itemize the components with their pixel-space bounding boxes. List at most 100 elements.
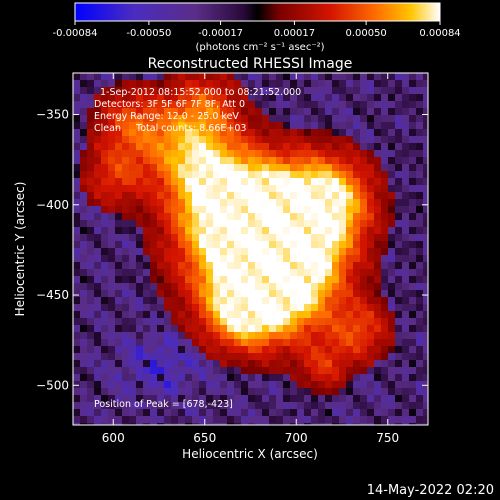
heatmap-cell [234, 108, 242, 116]
heatmap-cell [395, 150, 403, 158]
heatmap-cell [388, 339, 396, 347]
heatmap-cell [101, 374, 109, 382]
colorbar-tick-label: -0.00050 [126, 28, 171, 39]
heatmap-cell [395, 122, 403, 130]
heatmap-cell [143, 269, 151, 277]
heatmap-cell [283, 164, 291, 172]
heatmap-cell [395, 255, 403, 263]
heatmap-cell [136, 220, 144, 228]
heatmap-cell [339, 213, 347, 221]
heatmap-cell [73, 262, 81, 270]
heatmap-cell [122, 388, 130, 396]
heatmap-cell [395, 297, 403, 305]
heatmap-cell [101, 143, 109, 151]
heatmap-cell [171, 220, 179, 228]
heatmap-cell [255, 374, 263, 382]
heatmap-cell [262, 157, 270, 165]
heatmap-cell [122, 409, 130, 417]
heatmap-cell [353, 388, 361, 396]
heatmap-cell [227, 360, 235, 368]
heatmap-cell [339, 283, 347, 291]
heatmap-cell [423, 80, 428, 88]
heatmap-cell [241, 192, 249, 200]
heatmap-cell [185, 108, 193, 116]
heatmap-cell [332, 318, 340, 326]
heatmap-cell [248, 367, 256, 375]
heatmap-cell [416, 416, 424, 424]
heatmap-cell [150, 255, 158, 263]
heatmap-cell [164, 346, 172, 354]
heatmap-cell [374, 339, 382, 347]
heatmap-cell [164, 122, 172, 130]
heatmap-cell [192, 311, 200, 319]
heatmap-cell [276, 108, 284, 116]
heatmap-cell [80, 115, 88, 123]
heatmap-cell [290, 192, 298, 200]
heatmap-cell [388, 409, 396, 417]
heatmap-cell [283, 262, 291, 270]
heatmap-cell [248, 283, 256, 291]
heatmap-cell [234, 325, 242, 333]
heatmap-cell [157, 199, 165, 207]
heatmap-cell [213, 374, 221, 382]
heatmap-cell [318, 241, 326, 249]
heatmap-cell [353, 108, 361, 116]
heatmap-cell [374, 248, 382, 256]
heatmap-cell [339, 374, 347, 382]
heatmap-cell [136, 388, 144, 396]
heatmap-cell [94, 276, 102, 284]
heatmap-cell [262, 297, 270, 305]
heatmap-cell [416, 325, 424, 333]
heatmap-cell [122, 234, 130, 242]
heatmap-cell [122, 101, 130, 109]
heatmap-cell [276, 185, 284, 193]
heatmap-cell [381, 325, 389, 333]
heatmap-cell [339, 227, 347, 235]
heatmap-cell [360, 255, 368, 263]
heatmap-cell [87, 318, 95, 326]
heatmap-cell [332, 269, 340, 277]
heatmap-cell [311, 213, 319, 221]
heatmap-cell [115, 311, 123, 319]
heatmap-cell [423, 297, 428, 305]
heatmap-cell [395, 171, 403, 179]
heatmap-cell [192, 136, 200, 144]
heatmap-cell [283, 213, 291, 221]
heatmap-cell [241, 185, 249, 193]
heatmap-cell [199, 374, 207, 382]
heatmap-cell [388, 192, 396, 200]
heatmap-cell [318, 353, 326, 361]
heatmap-cell [423, 402, 428, 410]
heatmap-cell [346, 206, 354, 214]
heatmap-cell [388, 129, 396, 137]
heatmap-cell [171, 73, 179, 81]
heatmap-cell [115, 325, 123, 333]
heatmap-cell [192, 395, 200, 403]
heatmap-cell [227, 374, 235, 382]
heatmap-cell [150, 129, 158, 137]
heatmap-cell [150, 185, 158, 193]
heatmap-cell [248, 164, 256, 172]
heatmap-cell [206, 248, 214, 256]
heatmap-cell [143, 157, 151, 165]
heatmap-cell [255, 129, 263, 137]
heatmap-cell [402, 108, 410, 116]
heatmap-cell [423, 318, 428, 326]
heatmap-cell [122, 178, 130, 186]
heatmap-cell [157, 164, 165, 172]
heatmap-cell [311, 115, 319, 123]
heatmap-cell [171, 339, 179, 347]
heatmap-cell [94, 325, 102, 333]
heatmap-cell [416, 115, 424, 123]
heatmap-cell [395, 304, 403, 312]
heatmap-cell [402, 416, 410, 424]
heatmap-cell [381, 276, 389, 284]
heatmap-cell [311, 80, 319, 88]
heatmap-cell [374, 353, 382, 361]
heatmap-cell [423, 409, 428, 417]
heatmap-cell [297, 346, 305, 354]
heatmap-cell [262, 192, 270, 200]
heatmap-cell [290, 241, 298, 249]
heatmap-cell [101, 185, 109, 193]
heatmap-cell [381, 136, 389, 144]
